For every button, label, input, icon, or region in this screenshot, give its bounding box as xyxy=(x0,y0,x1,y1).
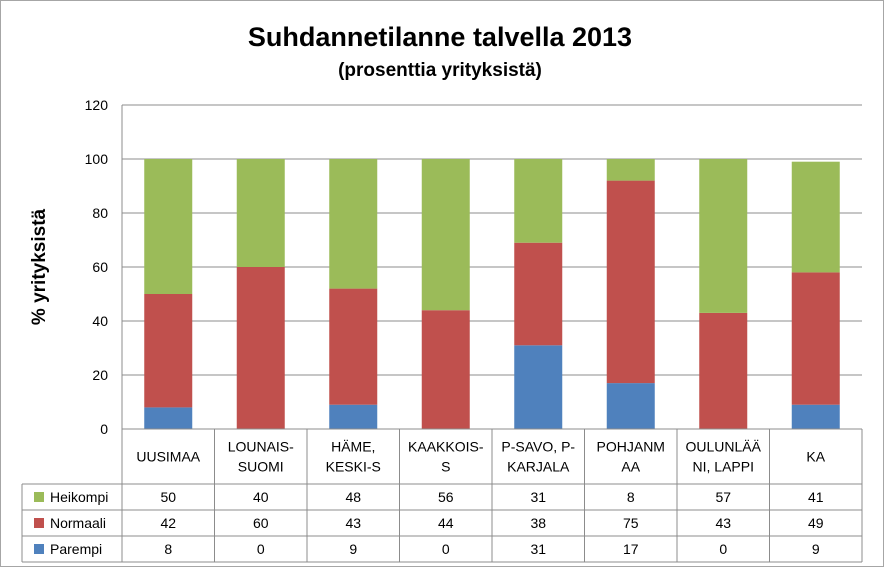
data-cell: 43 xyxy=(345,515,361,531)
bar-parempi xyxy=(144,407,193,429)
bar-normaali xyxy=(606,180,655,384)
data-cell: 17 xyxy=(623,541,639,557)
data-cell: 41 xyxy=(808,489,824,505)
data-cell: 50 xyxy=(160,489,176,505)
category-label: POHJANM xyxy=(597,439,665,455)
bar-parempi xyxy=(514,345,563,429)
bar-normaali xyxy=(791,272,840,405)
data-cell: 8 xyxy=(627,489,635,505)
data-cell: 38 xyxy=(530,515,546,531)
bar-heikompi xyxy=(606,159,655,181)
bar-heikompi xyxy=(699,159,748,313)
data-cell: 56 xyxy=(438,489,454,505)
bar-heikompi xyxy=(791,161,840,273)
legend-label: Heikompi xyxy=(50,489,108,505)
y-tick-label: 20 xyxy=(92,367,108,383)
y-axis-label: % yrityksistä xyxy=(29,208,50,325)
data-cell: 48 xyxy=(345,489,361,505)
bar-heikompi xyxy=(236,159,285,267)
bar-parempi xyxy=(329,404,378,429)
bar-normaali xyxy=(514,242,563,346)
data-cell: 31 xyxy=(530,489,546,505)
data-cell: 40 xyxy=(253,489,269,505)
data-cell: 9 xyxy=(812,541,820,557)
category-label: LOUNAIS- xyxy=(228,439,294,455)
data-cell: 42 xyxy=(160,515,176,531)
legend-key xyxy=(34,518,44,528)
category-label: UUSIMAA xyxy=(136,449,200,465)
data-cell: 60 xyxy=(253,515,269,531)
bar-normaali xyxy=(699,312,748,429)
bar-heikompi xyxy=(144,159,193,294)
chart-title: Suhdannetilanne talvella 2013 xyxy=(248,22,632,52)
legend-label: Parempi xyxy=(50,541,102,557)
data-cell: 0 xyxy=(442,541,450,557)
category-label: KARJALA xyxy=(507,459,570,475)
data-cell: 75 xyxy=(623,515,639,531)
category-label: NI, LAPPI xyxy=(693,459,754,475)
legend-key xyxy=(34,492,44,502)
legend-label: Normaali xyxy=(50,515,106,531)
y-tick-label: 0 xyxy=(100,421,108,437)
data-cell: 43 xyxy=(715,515,731,531)
y-tick-label: 100 xyxy=(85,151,109,167)
bar-normaali xyxy=(421,310,470,429)
y-tick-label: 80 xyxy=(92,205,108,221)
data-cell: 31 xyxy=(530,541,546,557)
y-tick-label: 60 xyxy=(92,259,108,275)
y-tick-label: 120 xyxy=(85,97,109,113)
data-cell: 57 xyxy=(715,489,731,505)
category-label: SUOMI xyxy=(238,459,284,475)
bar-parempi xyxy=(606,383,655,429)
data-cell: 49 xyxy=(808,515,824,531)
category-label: S xyxy=(441,459,450,475)
data-cell: 0 xyxy=(719,541,727,557)
bar-normaali xyxy=(236,267,285,429)
category-label: P-SAVO, P- xyxy=(501,439,575,455)
bar-parempi xyxy=(791,404,840,429)
bar-heikompi xyxy=(421,159,470,311)
category-label: KA xyxy=(806,449,825,465)
bar-heikompi xyxy=(329,159,378,289)
category-label: HÄME, xyxy=(331,439,375,455)
category-label: KAAKKOIS- xyxy=(408,439,484,455)
bar-normaali xyxy=(329,288,378,405)
bar-normaali xyxy=(144,294,193,408)
y-tick-label: 40 xyxy=(92,313,108,329)
data-cell: 9 xyxy=(349,541,357,557)
category-label: AA xyxy=(621,459,640,475)
legend-key xyxy=(34,544,44,554)
category-label: KESKI-S xyxy=(326,459,381,475)
category-label: OULUNLÄÄ xyxy=(686,439,762,455)
data-cell: 8 xyxy=(164,541,172,557)
bar-heikompi xyxy=(514,159,563,243)
data-cell: 0 xyxy=(257,541,265,557)
data-cell: 44 xyxy=(438,515,454,531)
chart-subtitle: (prosenttia yrityksistä) xyxy=(338,60,542,81)
